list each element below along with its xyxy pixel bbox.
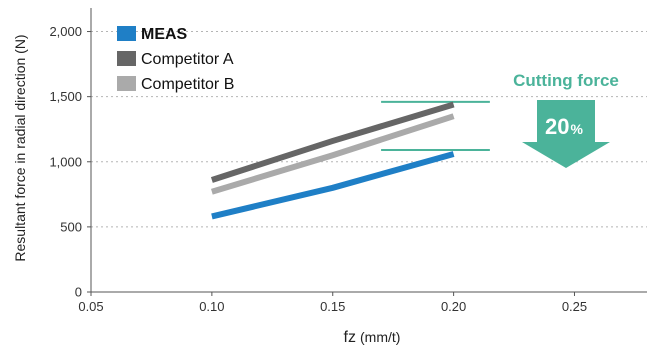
y-tick-labels: 0 500 1,000 1,500 2,000 bbox=[49, 24, 91, 300]
legend: MEAS Competitor A Competitor B bbox=[117, 26, 234, 93]
x-tick-label: 0.25 bbox=[562, 299, 587, 314]
series-lines bbox=[210, 101, 455, 220]
legend-swatch bbox=[117, 76, 136, 91]
y-tick-label: 1,000 bbox=[49, 154, 82, 169]
annotation-title: Cutting force bbox=[513, 71, 619, 90]
cutting-force-annotation: Cutting force 20% bbox=[381, 71, 619, 168]
x-tick-label: 0.15 bbox=[320, 299, 345, 314]
legend-label: MEAS bbox=[141, 26, 188, 43]
x-axis-title-main: fz bbox=[344, 329, 356, 346]
x-tick-label: 0.20 bbox=[441, 299, 466, 314]
legend-swatch bbox=[117, 26, 136, 41]
legend-label: Competitor A bbox=[141, 51, 234, 68]
x-tick-label: 0.10 bbox=[199, 299, 224, 314]
annotation-value-unit: % bbox=[571, 121, 584, 137]
y-tick-label: 1,500 bbox=[49, 89, 82, 104]
y-tick-label: 0 bbox=[75, 285, 82, 300]
y-tick-label: 500 bbox=[60, 219, 82, 234]
axes bbox=[90, 8, 647, 293]
legend-swatch bbox=[117, 51, 136, 66]
series-line-competitor-b bbox=[211, 113, 455, 195]
legend-label: Competitor B bbox=[141, 76, 234, 93]
annotation-value: 20% bbox=[545, 114, 583, 139]
x-axis-title: fz (mm/t) bbox=[344, 329, 401, 346]
series-line-competitor-a bbox=[210, 101, 455, 183]
y-tick-label: 2,000 bbox=[49, 24, 82, 39]
annotation-value-number: 20 bbox=[545, 114, 569, 139]
x-tick-label: 0.05 bbox=[78, 299, 103, 314]
x-tick-labels: 0.05 0.10 0.15 0.20 0.25 bbox=[78, 292, 587, 314]
x-axis-title-unit: (mm/t) bbox=[360, 329, 400, 345]
down-arrow-icon bbox=[522, 100, 610, 168]
y-axis-title: Resultant force in radial direction (N) bbox=[12, 34, 28, 261]
series-line-meas bbox=[211, 151, 455, 220]
